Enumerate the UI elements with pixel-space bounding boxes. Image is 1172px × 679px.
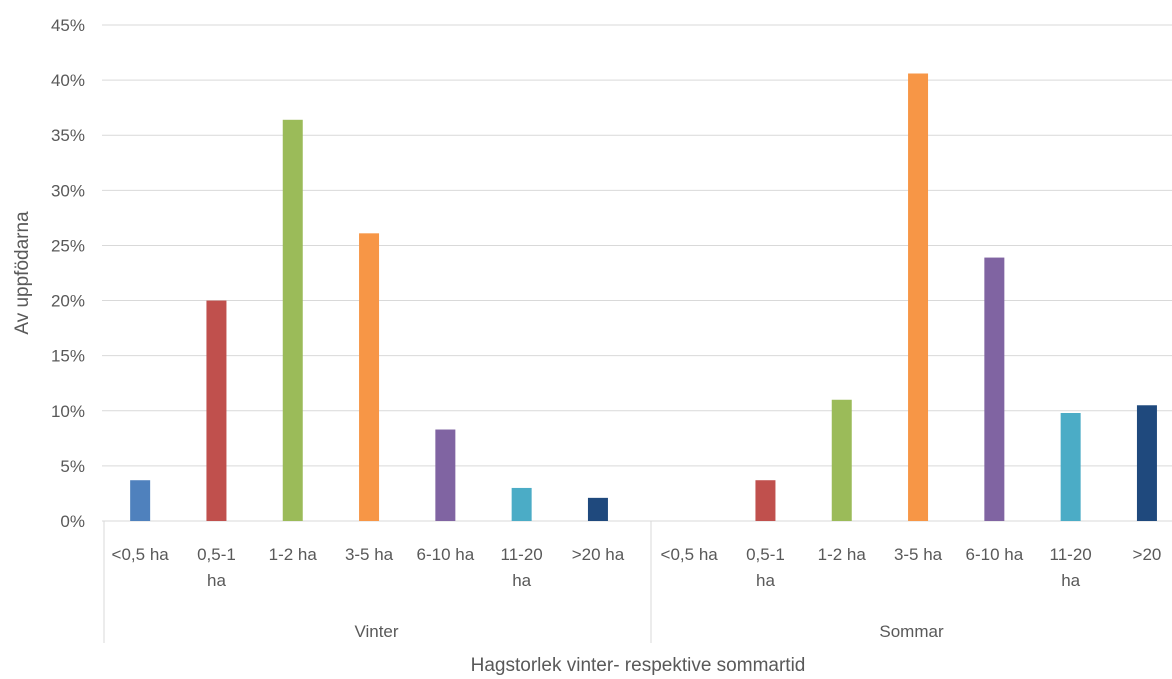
x-category-label: 1-2 ha bbox=[269, 545, 318, 564]
bar bbox=[130, 480, 151, 521]
y-axis-ticks: 0% 5% 10% 15% 20% 25% 30% 35% 40% 45% bbox=[51, 16, 85, 531]
x-category-label: 1-2 ha bbox=[818, 545, 867, 564]
x-category-label: 3-5 ha bbox=[894, 545, 943, 564]
x-category-label: <0,5 ha bbox=[112, 545, 170, 564]
y-tick-label: 30% bbox=[51, 181, 85, 200]
x-category-label: 11-20 bbox=[1050, 545, 1092, 564]
gridlines bbox=[102, 24, 1172, 643]
x-category-label: >20 bbox=[1133, 545, 1162, 564]
bar bbox=[908, 73, 929, 522]
bar bbox=[435, 429, 456, 521]
x-group-label: Vinter bbox=[354, 622, 398, 641]
bar bbox=[984, 257, 1005, 521]
x-category-label: <0,5 ha bbox=[661, 545, 719, 564]
y-tick-label: 0% bbox=[60, 512, 85, 531]
x-category-label: ha bbox=[756, 571, 775, 590]
bar bbox=[359, 233, 380, 521]
x-group-label: Sommar bbox=[879, 622, 944, 641]
x-category-label: 6-10 ha bbox=[417, 545, 475, 564]
x-axis-group-labels: Vinter Sommar bbox=[354, 622, 944, 641]
x-axis-category-labels: <0,5 ha 0,5-1 ha 1-2 ha 3-5 ha 6-10 ha 11-20 ha… bbox=[112, 545, 1162, 590]
y-tick-label: 5% bbox=[60, 457, 85, 476]
bar bbox=[511, 487, 532, 521]
x-category-label: ha bbox=[512, 571, 531, 590]
y-tick-label: 15% bbox=[51, 347, 85, 366]
bar bbox=[1136, 405, 1157, 521]
x-category-label: >20 ha bbox=[572, 545, 625, 564]
bar bbox=[1060, 412, 1081, 521]
y-tick-label: 45% bbox=[51, 16, 85, 35]
y-tick-label: 40% bbox=[51, 71, 85, 90]
x-category-label: 6-10 ha bbox=[966, 545, 1024, 564]
bars bbox=[130, 73, 1157, 522]
x-category-label: 0,5-1 bbox=[197, 545, 236, 564]
bar bbox=[755, 480, 776, 521]
x-category-label: ha bbox=[207, 571, 226, 590]
bar bbox=[282, 119, 303, 522]
x-category-label: 0,5-1 bbox=[746, 545, 785, 564]
x-category-label: ha bbox=[1061, 571, 1080, 590]
bar bbox=[831, 399, 852, 521]
y-tick-label: 35% bbox=[51, 126, 85, 145]
x-category-label: 3-5 ha bbox=[345, 545, 394, 564]
x-axis-title: Hagstorlek vinter- respektive sommartid bbox=[471, 655, 806, 676]
bar bbox=[587, 497, 608, 521]
y-tick-label: 25% bbox=[51, 236, 85, 255]
x-category-label: 11-20 bbox=[501, 545, 543, 564]
y-tick-label: 20% bbox=[51, 292, 85, 311]
bar bbox=[206, 300, 227, 521]
y-axis-title: Av uppfödarna bbox=[12, 211, 33, 335]
y-tick-label: 10% bbox=[51, 402, 85, 421]
